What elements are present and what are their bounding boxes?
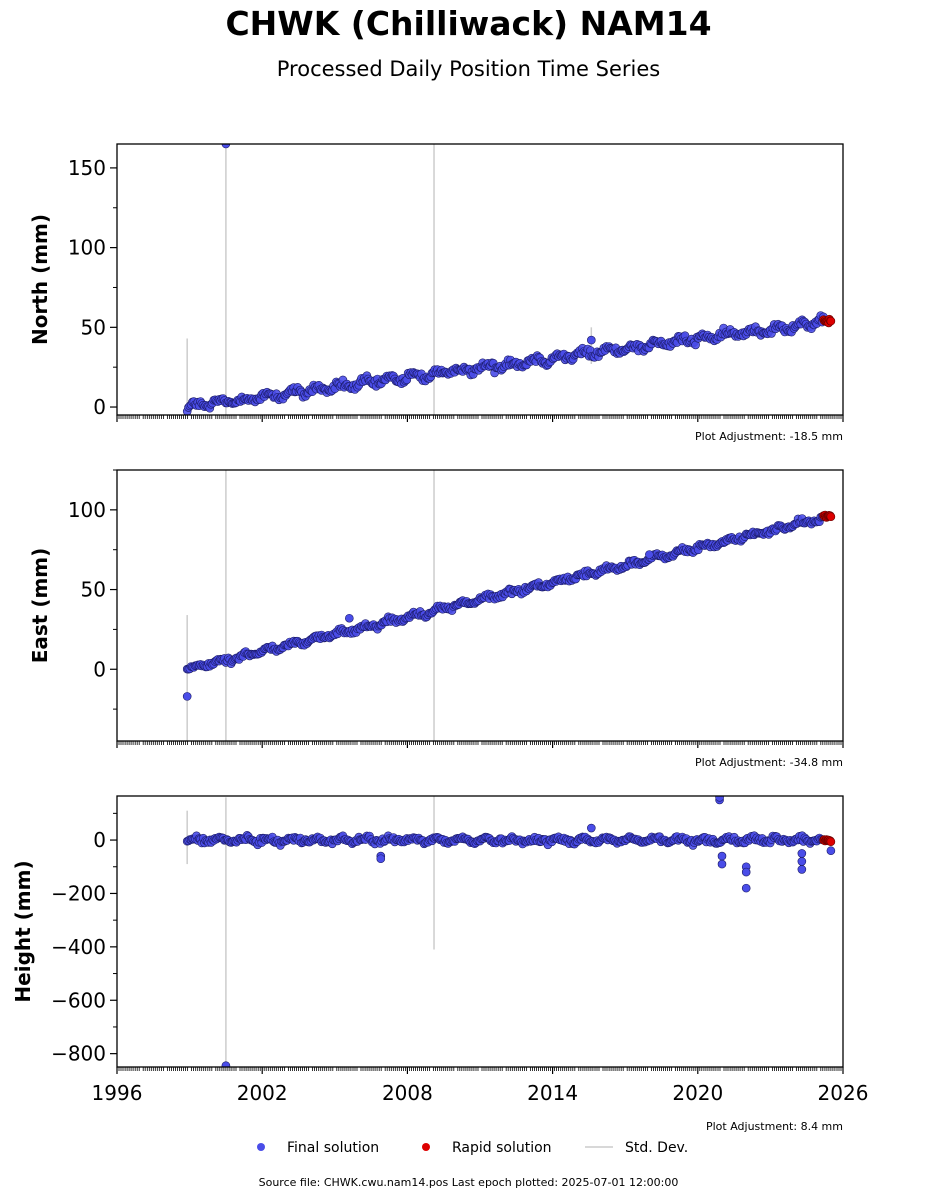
y-tick-label: −200: [51, 881, 106, 905]
panel-3: 0 −200 −400 −600 −800 1996 2002 2008 2014 2020 202…: [11, 795, 869, 1133]
y-tick-label: −800: [51, 1042, 106, 1066]
panel-2: 0 50 100 East (mm) Plot Adjustment: -34.8 mm: [28, 469, 844, 769]
legend-label: Final solution: [287, 1140, 379, 1156]
y-tick-label: 50: [81, 315, 106, 339]
final-point: [645, 550, 654, 559]
y-tick-label: 150: [68, 156, 106, 180]
legend-rapid-swatch: [422, 1143, 430, 1151]
final-point: [715, 796, 724, 802]
final-point: [741, 867, 751, 877]
panel-plot-area: [182, 144, 836, 415]
y-tick-label: 100: [68, 498, 106, 522]
source-footer: Source file: CHWK.cwu.nam14.pos Last epo…: [258, 1176, 679, 1189]
final-point: [221, 144, 231, 149]
legend-label: Std. Dev.: [625, 1140, 688, 1156]
plot-adjustment-label: Plot Adjustment: 8.4 mm: [706, 1120, 843, 1133]
chart-title: CHWK (Chilliwack) NAM14: [225, 4, 712, 43]
plot-adjustment-label: Plot Adjustment: -34.8 mm: [695, 756, 843, 769]
final-point: [587, 823, 596, 833]
x-tick-label: 1996: [92, 1081, 143, 1105]
plot-adjustment-label: Plot Adjustment: -18.5 mm: [695, 430, 843, 443]
y-tick-label: 0: [93, 657, 106, 681]
panel-1: 0 50 100 150 North (mm) Plot Adjustment: -18.…: [28, 143, 844, 443]
x-tick-label: 2020: [672, 1081, 723, 1105]
x-tick-label: 2002: [237, 1081, 288, 1105]
legend-final-swatch: [257, 1143, 265, 1151]
x-tick-label: 2026: [818, 1081, 869, 1105]
y-tick-label: 0: [93, 828, 106, 852]
final-point: [717, 851, 727, 861]
final-point: [221, 1061, 231, 1067]
x-tick-label: 2014: [527, 1081, 578, 1105]
y-axis-label: North (mm): [28, 214, 52, 345]
y-axis-label: Height (mm): [11, 860, 35, 1002]
final-point: [182, 692, 192, 701]
final-point: [345, 613, 354, 623]
final-point: [717, 859, 727, 869]
y-tick-label: −600: [51, 988, 106, 1012]
final-point: [797, 857, 807, 866]
chart-subtitle: Processed Daily Position Time Series: [276, 57, 661, 81]
panel-frame: [116, 143, 844, 416]
final-point: [587, 335, 596, 345]
panel-plot-area: [182, 796, 836, 1067]
y-tick-label: 50: [81, 578, 106, 602]
legend-label: Rapid solution: [452, 1140, 552, 1156]
panel-plot-area: [182, 470, 836, 741]
rapid-point: [826, 316, 836, 326]
rapid-point: [826, 512, 836, 522]
y-tick-label: −400: [51, 935, 106, 959]
final-point: [797, 849, 807, 858]
final-point: [376, 854, 386, 864]
x-tick-label: 2008: [382, 1081, 433, 1105]
y-axis-label: East (mm): [28, 548, 52, 664]
y-tick-label: 100: [68, 236, 106, 260]
final-point: [741, 883, 751, 893]
panel-frame: [116, 469, 844, 742]
legend: Final solution Rapid solution Std. Dev.: [257, 1140, 688, 1156]
final-point: [826, 846, 836, 856]
y-tick-label: 0: [93, 395, 106, 419]
rapid-point: [826, 837, 836, 847]
panel-frame: [116, 795, 844, 1068]
final-point: [797, 865, 807, 874]
